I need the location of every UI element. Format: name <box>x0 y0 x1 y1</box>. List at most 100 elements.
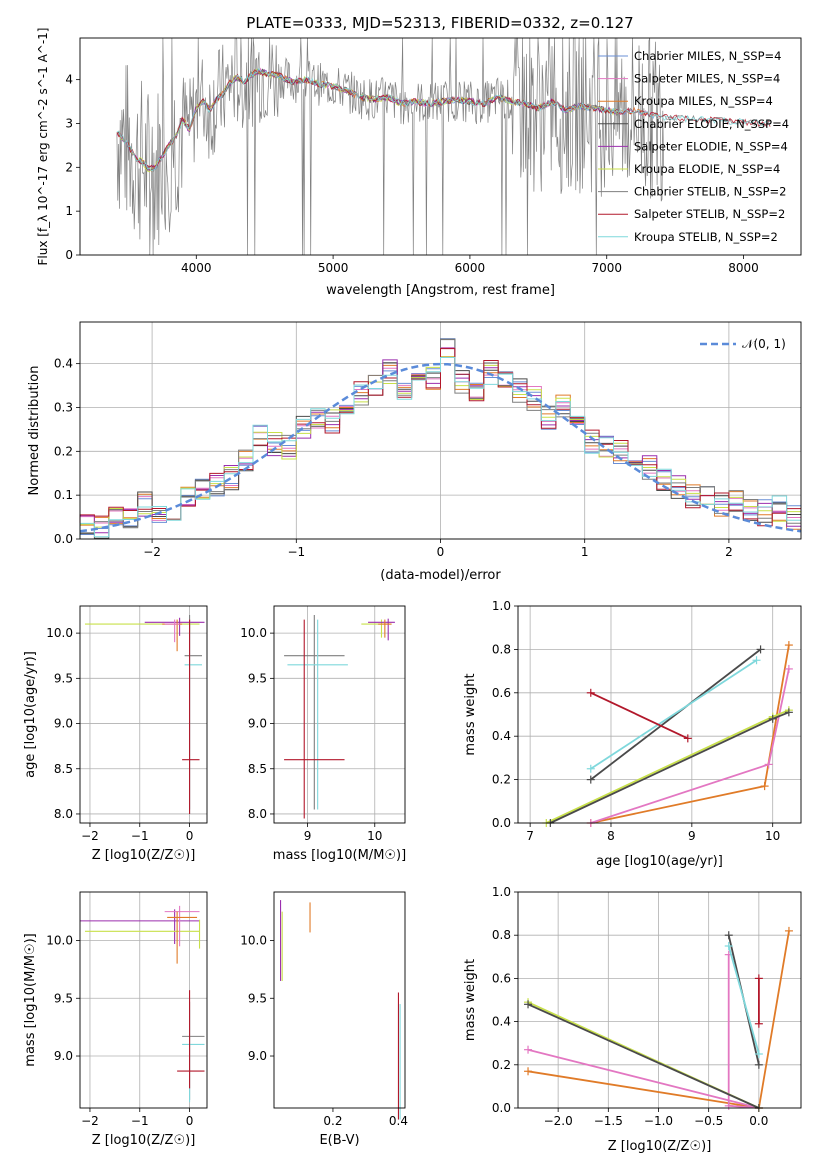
mass-weight-series-line <box>590 648 762 781</box>
x-tick-label: 0.2 <box>323 1114 342 1128</box>
figure-title: PLATE=0333, MJD=52313, FIBERID=0332, z=0… <box>246 14 633 32</box>
x-tick-label: 6000 <box>455 261 486 275</box>
legend-entry: Kroupa MILES, N_SSP=4 <box>634 94 773 108</box>
y-tick-label: 2 <box>65 160 73 174</box>
x-axis-label: age [log10(age/yr)] <box>596 854 723 869</box>
y-axis-label: Normed distribution <box>27 366 42 496</box>
x-tick-label: 7 <box>526 829 534 843</box>
mass-weight-series-line <box>590 659 757 770</box>
x-tick-label: −2 <box>143 545 161 559</box>
y-tick-label: 0.2 <box>54 444 73 458</box>
x-tick-label: −1.0 <box>644 1114 673 1128</box>
y-tick-label: 9.5 <box>248 991 267 1005</box>
y-tick-label: 0.8 <box>492 642 511 656</box>
legend-entry: 𝒩(0, 1) <box>742 337 786 351</box>
y-tick-label: 10.0 <box>46 934 73 948</box>
x-axis-label: wavelength [Angstrom, rest frame] <box>326 283 555 298</box>
y-tick-label: 9.5 <box>54 671 73 685</box>
mass-weight-series-line <box>527 1003 760 1109</box>
x-tick-label: −1 <box>287 545 305 559</box>
legend-entry: Salpeter STELIB, N_SSP=2 <box>634 207 785 221</box>
y-tick-label: 8.5 <box>54 762 73 776</box>
y-tick-label: 0.6 <box>492 686 511 700</box>
observed-spectrum-line <box>116 37 664 256</box>
x-tick-label: 9 <box>688 829 696 843</box>
x-tick-label: −1 <box>131 1114 149 1128</box>
y-tick-label: 0.4 <box>492 729 511 743</box>
x-tick-label: −2 <box>81 829 99 843</box>
y-tick-label: 10.0 <box>240 934 267 948</box>
y-axis-label: age [log10(age/yr)] <box>23 651 38 778</box>
x-tick-label: −0.5 <box>694 1114 723 1128</box>
mass-weight-series-line <box>727 945 760 1055</box>
y-tick-label: 0.1 <box>54 488 73 502</box>
y-axis-label: mass weight <box>463 959 478 1041</box>
mass-weight-vs-age-panel: 7 8 9 10 0.0 0.2 0.4 0.6 0.8 1.0 age [log10(age/yr… <box>463 599 802 869</box>
y-tick-label: 1.0 <box>492 885 511 899</box>
normal-distribution-curve <box>79 362 802 533</box>
age-vs-metallicity-panel: −2 −1 0 8.0 8.5 9.0 9.5 10.0 Z [log10(Z/Z☉)] age … <box>23 605 208 863</box>
y-tick-label: 8.5 <box>248 762 267 776</box>
legend-entry: Chabrier MILES, N_SSP=4 <box>634 49 781 63</box>
y-tick-label: 1 <box>65 204 73 218</box>
x-tick-label: 2 <box>725 545 733 559</box>
x-tick-label: 4000 <box>181 261 212 275</box>
y-axis-label: mass [log10(M/M☉)] <box>23 933 38 1066</box>
y-tick-label: 9.0 <box>54 717 73 731</box>
x-tick-label: 1 <box>581 545 589 559</box>
x-axis-label: Z [log10(Z/Z☉)] <box>92 848 196 863</box>
y-tick-label: 9.0 <box>248 717 267 731</box>
y-tick-label: 0 <box>65 248 73 262</box>
legend-entry: Chabrier STELIB, N_SSP=2 <box>634 185 786 199</box>
y-tick-label: 0.2 <box>492 773 511 787</box>
y-tick-label: 3 <box>65 116 73 130</box>
legend-entry: Kroupa STELIB, N_SSP=2 <box>634 230 778 244</box>
legend-entry: Kroupa ELODIE, N_SSP=4 <box>634 162 780 176</box>
x-tick-label: 0 <box>186 1114 194 1128</box>
x-tick-label: 0 <box>437 545 445 559</box>
mass-weight-series-line <box>590 691 689 740</box>
y-tick-label: 8.0 <box>54 807 73 821</box>
y-axis-label: Flux [f_λ 10^-17 erg cm^-2 s^-1 A^-1] <box>36 28 50 266</box>
histogram-kroupa-stelib <box>79 357 801 539</box>
mass-weight-series-line <box>590 668 790 824</box>
x-tick-label: 8000 <box>728 261 759 275</box>
x-tick-label: 10 <box>765 829 780 843</box>
residual-histogram-panel: −2 −1 0 1 2 0.0 0.1 0.2 0.3 0.4 (data-model)/error… <box>27 321 802 583</box>
axes-frame <box>517 891 802 1109</box>
x-tick-label: 5000 <box>318 261 349 275</box>
model-spectrum-kroupa-stelib <box>116 67 771 172</box>
axes-frame <box>79 37 802 256</box>
y-tick-label: 1.0 <box>492 599 511 613</box>
x-tick-label: 7000 <box>591 261 622 275</box>
x-axis-label: (data-model)/error <box>380 568 501 583</box>
axes-frame <box>273 605 406 824</box>
x-tick-label: −2.0 <box>544 1114 573 1128</box>
legend-entry: Salpeter ELODIE, N_SSP=4 <box>634 139 788 153</box>
legend-entry: Salpeter MILES, N_SSP=4 <box>634 72 780 86</box>
axes-frame <box>79 321 802 540</box>
x-tick-label: −1.5 <box>594 1114 623 1128</box>
y-axis-label: mass weight <box>463 673 478 755</box>
x-tick-label: 9 <box>304 829 312 843</box>
y-tick-label: 9.5 <box>54 991 73 1005</box>
y-tick-label: 0.4 <box>54 357 73 371</box>
y-tick-label: 0.0 <box>54 532 73 546</box>
y-tick-label: 9.5 <box>248 671 267 685</box>
y-tick-label: 8.0 <box>248 807 267 821</box>
x-tick-label: −1 <box>131 829 149 843</box>
mass-vs-metallicity-panel: −2 −1 0 9.0 9.5 10.0 Z [log10(Z/Z☉)] mass [log1… <box>23 891 208 1148</box>
spectrum-panel: 4000 5000 6000 7000 8000 0 1 2 3 4 wavelength [Ang… <box>36 28 802 298</box>
x-tick-label: 8 <box>607 829 615 843</box>
axes-frame <box>79 605 208 824</box>
axes-frame <box>273 891 406 1109</box>
y-tick-label: 10.0 <box>240 626 267 640</box>
mass-vs-extinction-panel: 0.2 0.4 9.0 9.5 10.0 E(B-V) <box>240 891 408 1148</box>
x-tick-label: 0 <box>186 829 194 843</box>
x-tick-label: 10 <box>367 829 382 843</box>
x-tick-label: −2 <box>81 1114 99 1128</box>
y-tick-label: 0.2 <box>492 1058 511 1072</box>
y-tick-label: 4 <box>65 73 73 87</box>
legend-entry: Chabrier ELODIE, N_SSP=4 <box>634 117 789 131</box>
